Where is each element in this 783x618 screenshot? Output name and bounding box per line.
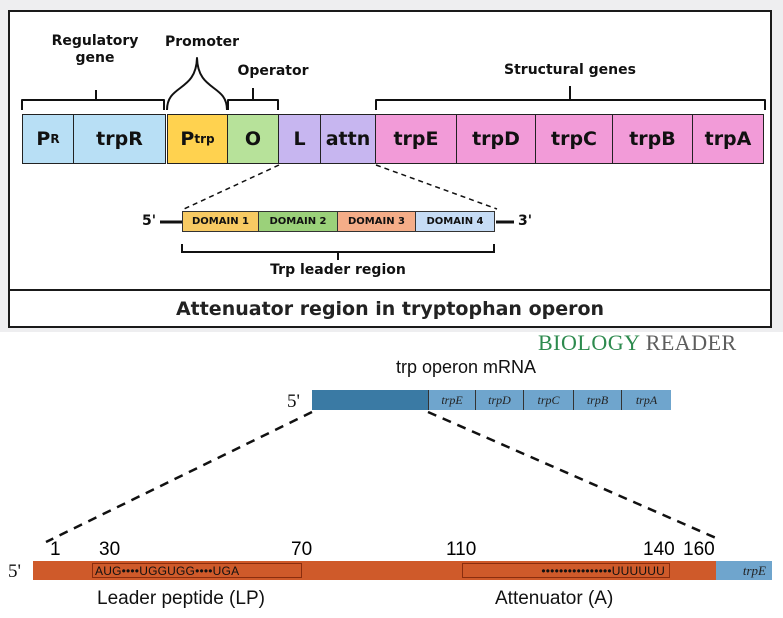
position-140: 140 xyxy=(643,539,675,560)
position-160: 160 xyxy=(683,539,715,560)
structural-genes-label: Structural genes xyxy=(504,62,636,78)
lower-five-prime: 5' xyxy=(8,561,21,582)
promoter-label: Promoter xyxy=(164,34,240,50)
watermark-logo: BIOLOGY READER xyxy=(538,330,737,356)
position-30: 30 xyxy=(99,539,121,560)
leader-peptide-region: AUG••••UGGUGG••••UGA xyxy=(92,563,302,578)
operator-label: Operator xyxy=(237,63,309,79)
trp-leader-region-label: Trp leader region xyxy=(270,262,406,278)
attenuator-sequence: ••••••••••••••••UUUUUU xyxy=(541,563,665,578)
position-110: 110 xyxy=(446,539,477,560)
trpb-box: trpB xyxy=(612,114,693,164)
leader-expansion-lines xyxy=(160,164,514,260)
mrna-gene-trpb: trpB xyxy=(573,390,621,410)
trpe-box: trpE xyxy=(375,114,457,164)
attn-box: attn xyxy=(320,114,376,164)
caption-text: Attenuator region in tryptophan operon xyxy=(175,297,605,320)
trpr-box: trpR xyxy=(73,114,166,164)
mrna-gene-trpc: trpC xyxy=(523,390,573,410)
position-70: 70 xyxy=(291,539,313,560)
position-1: 1 xyxy=(50,539,61,560)
regulatory-bracket xyxy=(21,90,165,110)
operator-box: O xyxy=(227,114,279,164)
mrna-gene-trpe: trpE xyxy=(428,390,475,410)
leader-peptide-label: Leader peptide (LP) xyxy=(97,588,265,609)
attenuator-region: ••••••••••••••••UUUUUU xyxy=(462,563,670,578)
trpd-box: trpD xyxy=(456,114,536,164)
leader-region-bracket xyxy=(181,244,495,260)
attenuator-label: Attenuator (A) xyxy=(495,588,614,609)
mrna-leader-bar xyxy=(312,390,428,410)
watermark-part1: BIOLOGY xyxy=(538,330,640,355)
operator-bracket xyxy=(227,88,279,110)
domain-3: DOMAIN 3 xyxy=(337,211,416,232)
mrna-five-prime: 5' xyxy=(287,391,300,412)
domain-1: DOMAIN 1 xyxy=(182,211,259,232)
mrna-gene-bar: trpE trpD trpC trpB trpA xyxy=(428,390,671,410)
leader-sequence: AUG••••UGGUGG••••UGA xyxy=(95,563,240,578)
operon-diagram-panel xyxy=(8,10,772,328)
caption-bar: Attenuator region in tryptophan operon xyxy=(8,289,772,328)
promoter-bracket xyxy=(166,57,228,111)
mrna-gene-trpd: trpD xyxy=(475,390,523,410)
watermark-part2: READER xyxy=(645,330,737,355)
regulatory-gene-label: Regulatory gene xyxy=(51,33,139,66)
trpc-box: trpC xyxy=(535,114,613,164)
leader-rna-bar xyxy=(33,561,717,580)
mrna-gene-trpa: trpA xyxy=(621,390,671,410)
header-brackets xyxy=(21,57,766,111)
leader-five-prime: 5' xyxy=(141,213,157,229)
leader-box: L xyxy=(278,114,321,164)
domain-4: DOMAIN 4 xyxy=(415,211,495,232)
zoom-lines xyxy=(45,410,717,544)
mrna-title: trp operon mRNA xyxy=(396,357,537,377)
trpa-box: trpA xyxy=(692,114,764,164)
domain-2: DOMAIN 2 xyxy=(258,211,338,232)
structural-bracket xyxy=(375,86,766,110)
lower-trpe-segment: trpE xyxy=(716,561,772,580)
leader-three-prime: 3' xyxy=(517,213,533,229)
